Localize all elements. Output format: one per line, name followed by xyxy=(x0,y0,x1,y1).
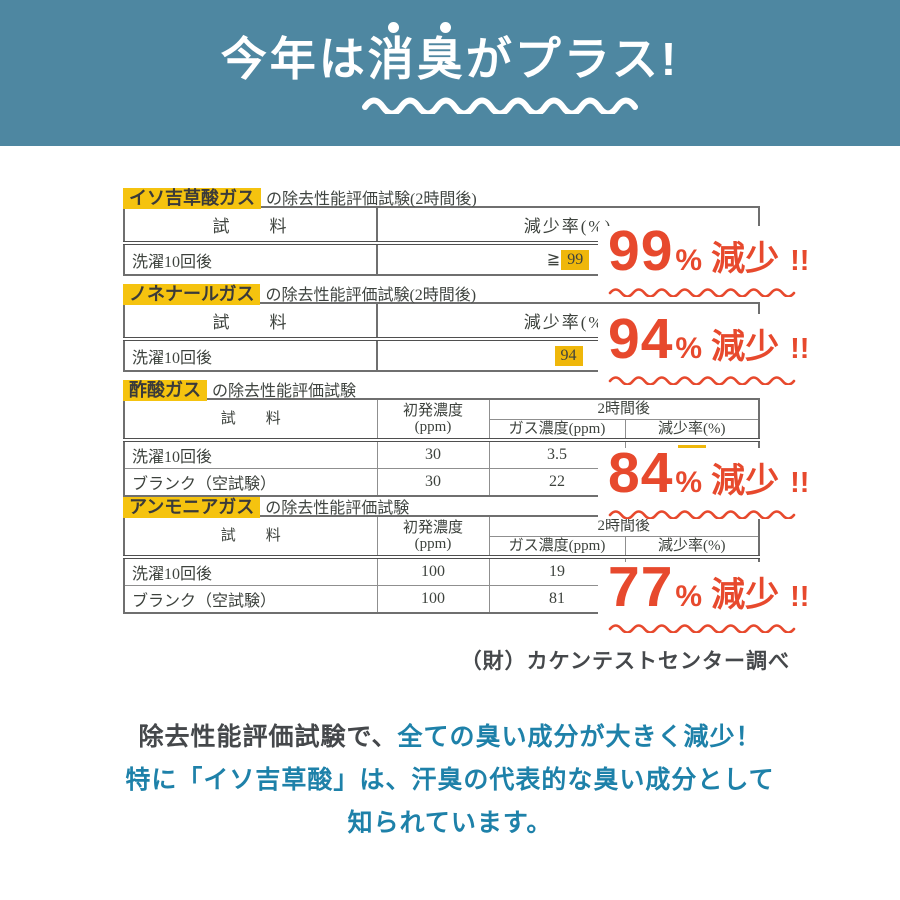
reduction-text: 77 % 減少 !! xyxy=(608,555,810,619)
header-cell-gas-conc: ガス濃度(ppm) xyxy=(488,535,626,559)
badge-word: 減少 xyxy=(711,328,780,366)
wavy-underline-icon xyxy=(608,510,796,519)
data-cell-initial: 30 xyxy=(376,468,490,497)
badge-exclamation: !! xyxy=(790,333,810,365)
header-cell-rate: 減少率(%) xyxy=(624,418,760,442)
row-label: ブランク（空試験） xyxy=(123,585,378,614)
reduction-badge-77: 77 % 減少 !! xyxy=(598,555,818,633)
wavy-underline-icon xyxy=(608,288,796,297)
section-title-suffix: の除去性能評価試験(2時間後) xyxy=(266,191,477,208)
section-title: イソ吉草酸ガス の除去性能評価試験(2時間後) xyxy=(123,185,783,209)
badge-percent: % xyxy=(675,332,703,365)
header-cell-initial: 初発濃度 (ppm) xyxy=(376,515,490,559)
row-label: 洗濯10回後 xyxy=(123,242,378,276)
section-title: アンモニアガス の除去性能評価試験 xyxy=(123,494,783,518)
badge-word: 減少 xyxy=(711,576,780,614)
badge-number: 94 xyxy=(608,307,674,371)
header-initial-line1: 初発濃度 xyxy=(402,402,463,419)
section-title-suffix: の除去性能評価試験 xyxy=(265,500,410,517)
reduction-text: 94 % 減少 !! xyxy=(608,307,810,371)
header-cell-rate: 減少率(%) xyxy=(624,535,760,559)
header-initial-line2: (ppm) xyxy=(414,419,452,435)
header-initial-line2: (ppm) xyxy=(414,536,452,552)
test-section-isovaleric: イソ吉草酸ガス の除去性能評価試験(2時間後) 試 料 減少率(%) 洗濯10回… xyxy=(123,185,783,276)
row-label: ブランク（空試験） xyxy=(123,468,378,497)
section-title-suffix: の除去性能評価試験(2時間後) xyxy=(265,287,477,304)
reduction-text: 84 % 減少 !! xyxy=(608,441,810,505)
results-table: 試 料 初発濃度 (ppm) 2時間後 ガス濃度(ppm) 減少率(%) 洗濯1… xyxy=(123,398,761,497)
gas-name-chip: アンモニアガス xyxy=(123,497,261,518)
badge-exclamation: !! xyxy=(790,581,810,613)
emphasis-dot-icon xyxy=(440,22,451,33)
test-section-acetic: 酢酸ガス の除去性能評価試験 試 料 初発濃度 (ppm) 2時間後 ガス濃度(… xyxy=(123,377,783,497)
data-cell-initial: 30 xyxy=(376,439,490,469)
row-label: 洗濯10回後 xyxy=(123,338,378,372)
badge-exclamation: !! xyxy=(790,245,810,277)
header-cell-sample: 試 料 xyxy=(123,302,378,341)
footer-text: 除去性能評価試験で、全ての臭い成分が大きく減少！ 特に「イソ吉草酸」は、汗臭の代… xyxy=(0,716,900,845)
gas-name-chip: イソ吉草酸ガス xyxy=(123,188,261,209)
wavy-underline-icon xyxy=(362,97,638,114)
footer-line-3: 知られています。 xyxy=(347,809,553,837)
attribution-text: （財）カケンテストセンター調べ xyxy=(460,650,790,673)
header-initial-line1: 初発濃度 xyxy=(402,519,463,536)
value-highlight: 94 xyxy=(554,345,583,366)
results-table: 試 料 減少率(%) 洗濯10回後 ≧ 99 xyxy=(123,206,760,276)
value-highlight: 99 xyxy=(561,250,590,270)
badge-number: 99 xyxy=(608,219,674,283)
gas-name-chip: ノネナールガス xyxy=(123,284,261,305)
section-title-suffix: の除去性能評価試験 xyxy=(212,383,357,400)
header-cell-sample: 試 料 xyxy=(123,206,378,245)
emphasis-dot-icon xyxy=(388,22,399,33)
badge-number: 84 xyxy=(608,441,674,505)
footer-line-2: 特に「イソ吉草酸」は、汗臭の代表的な臭い成分として xyxy=(125,766,775,794)
wavy-underline-icon xyxy=(608,624,796,633)
page-title: 今年は消臭がプラス! xyxy=(220,33,680,85)
badge-number: 77 xyxy=(608,555,674,619)
row-label: 洗濯10回後 xyxy=(123,556,378,586)
badge-percent: % xyxy=(675,466,703,499)
header-cell-after: 2時間後 xyxy=(488,398,760,420)
footer-line1-dark: 除去性能評価試験で、 xyxy=(138,723,398,751)
header-banner: 今年は消臭がプラス! xyxy=(0,0,900,146)
data-cell-initial: 100 xyxy=(376,585,490,614)
badge-word: 減少 xyxy=(711,462,780,500)
data-cell-initial: 100 xyxy=(376,556,490,586)
badge-exclamation: !! xyxy=(790,467,810,499)
row-label: 洗濯10回後 xyxy=(123,439,378,469)
header-cell-initial: 初発濃度 (ppm) xyxy=(376,398,490,442)
reduction-badge-84: 84 % 減少 !! xyxy=(598,441,818,519)
footer-line1-accent: 全ての臭い成分が大きく減少！ xyxy=(397,723,762,751)
reduction-text: 99 % 減少 !! xyxy=(608,219,810,283)
footer-line-1: 除去性能評価試験で、全ての臭い成分が大きく減少！ xyxy=(0,716,900,759)
badge-percent: % xyxy=(675,580,703,613)
reduction-badge-94: 94 % 減少 !! xyxy=(598,307,818,385)
reduction-badge-99: 99 % 減少 !! xyxy=(598,219,818,297)
section-title: 酢酸ガス の除去性能評価試験 xyxy=(123,377,783,401)
header-cell-sample: 試 料 xyxy=(123,515,378,559)
header-cell-sample: 試 料 xyxy=(123,398,378,442)
wavy-underline-icon xyxy=(608,376,796,385)
badge-word: 減少 xyxy=(711,240,780,278)
rate-prefix: ≧ xyxy=(546,251,561,268)
header-cell-gas-conc: ガス濃度(ppm) xyxy=(488,418,626,442)
section-title: ノネナールガス の除去性能評価試験(2時間後) xyxy=(123,281,783,305)
gas-name-chip: 酢酸ガス xyxy=(123,380,207,401)
badge-percent: % xyxy=(675,244,703,277)
header-cell-after: 2時間後 xyxy=(488,515,760,537)
